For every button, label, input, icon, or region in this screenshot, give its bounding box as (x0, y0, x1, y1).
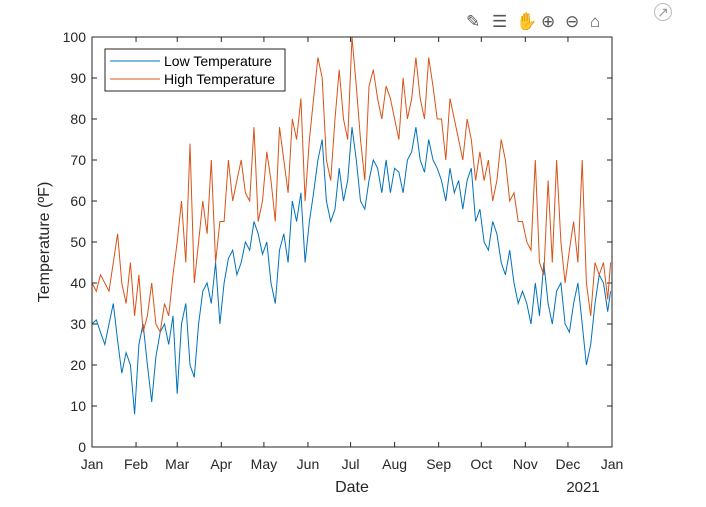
y-tick-label: 40 (70, 275, 86, 291)
legend[interactable]: Low Temperature High Temperature (104, 48, 286, 92)
brush-icon[interactable]: ✎ (466, 12, 481, 31)
x-tick-label: Feb (124, 456, 148, 472)
x-tick-label: Jan (81, 456, 104, 472)
y-axis-label: Temperature (ºF) (36, 182, 53, 303)
y-tick-label: 10 (70, 398, 86, 414)
zoom-in-icon[interactable]: ⊕ (541, 12, 556, 31)
x-tick-label: Jun (297, 456, 320, 472)
export-arrow-icon[interactable]: ↗ (654, 3, 672, 21)
series-line-low (91, 127, 612, 415)
y-tick-label: 80 (70, 111, 86, 127)
home-icon[interactable]: ⌂ (590, 12, 601, 31)
y-tick-label: 30 (70, 316, 86, 332)
x-tick-label: Nov (513, 456, 538, 472)
data-tips-icon[interactable]: ☰ (492, 12, 508, 31)
y-tick-label: 60 (70, 193, 86, 209)
zoom-out-icon[interactable]: ⊖ (565, 12, 580, 31)
legend-label-high: High Temperature (164, 71, 275, 87)
x-tick-label: Aug (382, 456, 407, 472)
x-tick-label: Mar (165, 456, 189, 472)
y-tick-label: 70 (70, 152, 86, 168)
x-tick-label: Dec (556, 456, 581, 472)
y-tick-label: 0 (78, 439, 86, 455)
axes-box (91, 36, 613, 448)
x-tick-label: Jul (342, 456, 360, 472)
x-tick-label: Oct (470, 456, 492, 472)
y-tick-label: 100 (63, 29, 87, 45)
legend-label-low: Low Temperature (164, 53, 272, 69)
y-tick-label: 20 (70, 357, 86, 373)
x-tick-label: Apr (210, 456, 232, 472)
x-axis-secondary-label: 2021 (566, 479, 599, 496)
y-tick-label: 50 (70, 234, 86, 250)
pan-icon[interactable]: ✋ (516, 12, 538, 31)
x-tick-label: Sep (426, 456, 451, 472)
x-tick-label: May (251, 456, 277, 472)
y-tick-label: 90 (70, 70, 86, 86)
x-tick-label: Jan (601, 456, 624, 472)
x-axis-label: Date (335, 479, 369, 496)
